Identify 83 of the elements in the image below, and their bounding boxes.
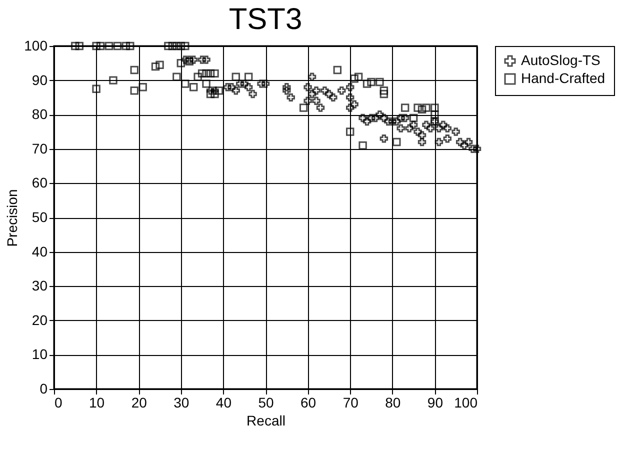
point <box>185 57 194 66</box>
x-tick-label: 10 <box>89 394 105 410</box>
point <box>206 69 215 78</box>
point <box>376 78 384 86</box>
point <box>172 72 181 81</box>
x-tick-label: 70 <box>342 394 359 410</box>
x-tick-label: 60 <box>300 394 316 410</box>
point <box>189 83 198 92</box>
point <box>176 59 186 68</box>
point <box>109 76 118 84</box>
point <box>202 80 210 88</box>
point <box>210 90 219 98</box>
point <box>130 66 138 74</box>
point <box>206 90 215 98</box>
point <box>418 105 426 114</box>
point <box>358 141 367 150</box>
y-tick-label: 70 <box>32 140 48 156</box>
x-tick-label: 0 <box>54 394 62 410</box>
point <box>168 42 177 50</box>
x-tick-label: 30 <box>174 394 190 410</box>
point <box>409 114 418 122</box>
point <box>181 80 190 88</box>
point <box>362 80 372 88</box>
y-tick-label: 30 <box>32 278 48 294</box>
point <box>210 69 219 78</box>
point <box>430 110 439 119</box>
point <box>380 90 388 98</box>
x-tick-label: 50 <box>258 394 274 410</box>
point <box>194 72 202 81</box>
point <box>164 42 172 50</box>
y-tick-label: 90 <box>32 72 48 88</box>
point <box>244 72 253 81</box>
point <box>392 138 401 146</box>
y-tick-label: 40 <box>32 243 48 260</box>
point <box>422 104 430 112</box>
point <box>176 42 186 50</box>
point <box>122 42 130 50</box>
point <box>198 69 206 78</box>
y-tick-label: 10 <box>32 346 48 362</box>
point <box>430 117 439 126</box>
y-tick-label: 20 <box>32 312 48 328</box>
point <box>75 42 84 50</box>
point <box>130 86 138 95</box>
point <box>414 104 422 112</box>
point <box>333 66 342 74</box>
point <box>92 42 100 50</box>
point <box>96 42 105 50</box>
legend-label: AutoSlog-TS <box>521 52 600 68</box>
point <box>400 104 410 112</box>
point <box>214 86 224 95</box>
y-tick-label: 60 <box>32 174 48 191</box>
point <box>113 42 122 50</box>
point <box>367 78 376 86</box>
x-axis-title: Recall <box>246 412 286 428</box>
point <box>151 62 160 71</box>
point <box>354 72 363 81</box>
y-tick-label: 80 <box>32 106 48 122</box>
y-tick-label: 0 <box>40 380 48 396</box>
point <box>430 104 439 112</box>
point <box>138 83 147 92</box>
point <box>156 60 164 69</box>
point <box>104 42 114 50</box>
legend-label: Hand-Crafted <box>521 70 606 86</box>
x-tick-label: 40 <box>216 394 232 410</box>
point <box>380 86 388 95</box>
x-tick-label: 20 <box>131 394 148 410</box>
point <box>172 42 181 50</box>
point <box>350 74 358 83</box>
point <box>202 69 210 78</box>
point <box>232 72 240 81</box>
point <box>92 84 100 93</box>
chart-title: TST3 <box>228 3 302 36</box>
y-tick-label: 50 <box>32 209 48 225</box>
point <box>299 104 308 112</box>
x-tick-label: 80 <box>385 394 401 410</box>
point <box>181 42 190 50</box>
point <box>126 42 134 50</box>
x-tick-label: 100 <box>454 394 478 410</box>
point <box>346 128 354 136</box>
point <box>71 42 80 50</box>
x-tick-label: 90 <box>427 394 444 410</box>
y-tick-label: 100 <box>24 38 48 54</box>
y-axis-title: Precision <box>4 189 20 247</box>
